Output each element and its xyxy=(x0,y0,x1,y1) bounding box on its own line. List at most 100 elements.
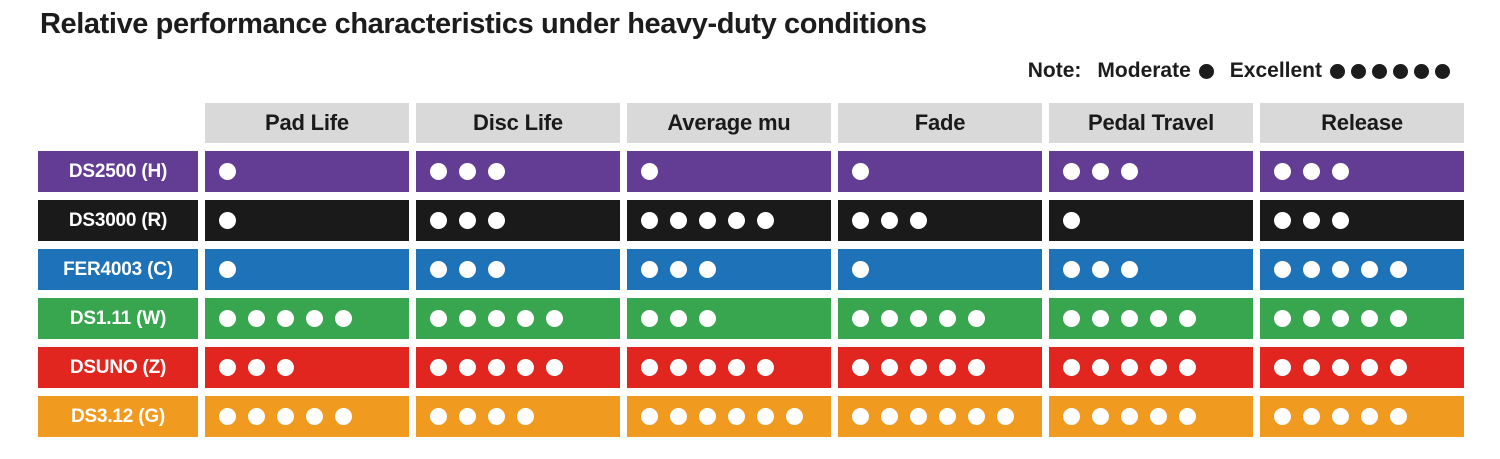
rating-dot-icon xyxy=(852,408,869,425)
rating-dot-icon xyxy=(459,261,476,278)
rating-cell xyxy=(416,200,620,241)
rating-cell xyxy=(838,298,1042,339)
rating-cell xyxy=(205,396,409,437)
excellent-dot-icon xyxy=(1393,63,1408,79)
moderate-dot-icon xyxy=(1198,63,1214,79)
rating-dot-icon xyxy=(641,212,658,229)
rating-dot-icon xyxy=(910,212,927,229)
rating-dot-icon xyxy=(219,359,236,376)
rating-dot-icon xyxy=(219,261,236,278)
rating-dot-icon xyxy=(641,408,658,425)
rating-dot-icon xyxy=(1274,261,1291,278)
rating-dot-icon xyxy=(852,163,869,180)
excellent-dot-icon xyxy=(1372,63,1387,79)
excellent-dot-icon xyxy=(1435,63,1450,79)
rating-dot-icon xyxy=(757,359,774,376)
rating-dot-icon xyxy=(517,310,534,327)
page-title: Relative performance characteristics und… xyxy=(40,8,927,40)
rating-cell xyxy=(416,347,620,388)
rating-dot-icon xyxy=(430,310,447,327)
column-header: Fade xyxy=(838,103,1042,143)
legend-excellent-dots xyxy=(1330,63,1450,79)
rating-dot-icon xyxy=(277,359,294,376)
rating-dot-icon xyxy=(248,359,265,376)
rating-dot-icon xyxy=(1303,163,1320,180)
rating-dot-icon xyxy=(852,212,869,229)
rating-dot-icon xyxy=(881,359,898,376)
rating-dot-icon xyxy=(459,359,476,376)
rating-dot-icon xyxy=(939,408,956,425)
rating-dot-icon xyxy=(277,408,294,425)
rating-dot-icon xyxy=(1274,163,1291,180)
rating-dot-icon xyxy=(1390,310,1407,327)
rating-dot-icon xyxy=(728,359,745,376)
rating-dot-icon xyxy=(699,359,716,376)
rating-cell xyxy=(627,249,831,290)
legend-moderate-label: Moderate xyxy=(1097,59,1191,82)
column-header: Release xyxy=(1260,103,1464,143)
rating-dot-icon xyxy=(1150,359,1167,376)
rating-dot-icon xyxy=(1179,359,1196,376)
rating-dot-icon xyxy=(335,408,352,425)
rating-dot-icon xyxy=(1063,359,1080,376)
rating-dot-icon xyxy=(1303,261,1320,278)
column-header: Pad Life xyxy=(205,103,409,143)
rating-dot-icon xyxy=(517,359,534,376)
rating-dot-icon xyxy=(881,310,898,327)
legend-moderate: Moderate xyxy=(1097,59,1214,83)
rating-dot-icon xyxy=(1063,163,1080,180)
rating-dot-icon xyxy=(1063,261,1080,278)
rating-dot-icon xyxy=(939,310,956,327)
rating-dot-icon xyxy=(1121,261,1138,278)
rating-dot-icon xyxy=(1361,359,1378,376)
rating-dot-icon xyxy=(1179,310,1196,327)
rating-dot-icon xyxy=(968,408,985,425)
rating-dot-icon xyxy=(881,212,898,229)
rating-dot-icon xyxy=(757,212,774,229)
excellent-dot-icon xyxy=(1414,63,1429,79)
rating-cell xyxy=(838,249,1042,290)
rating-dot-icon xyxy=(852,261,869,278)
rating-dot-icon xyxy=(641,261,658,278)
rating-dot-icon xyxy=(670,408,687,425)
rating-dot-icon xyxy=(306,310,323,327)
row-label: DS2500 (H) xyxy=(38,151,198,192)
legend-moderate-dots xyxy=(1198,63,1214,79)
rating-dot-icon xyxy=(488,163,505,180)
rating-dot-icon xyxy=(1063,310,1080,327)
rating-dot-icon xyxy=(1274,212,1291,229)
rating-dot-icon xyxy=(910,408,927,425)
rating-cell xyxy=(1260,249,1464,290)
rating-dot-icon xyxy=(1332,212,1349,229)
rating-dot-icon xyxy=(1063,212,1080,229)
rating-dot-icon xyxy=(430,359,447,376)
rating-cell xyxy=(1049,347,1253,388)
rating-cell xyxy=(205,347,409,388)
rating-dot-icon xyxy=(670,359,687,376)
rating-dot-icon xyxy=(910,359,927,376)
rating-dot-icon xyxy=(1303,408,1320,425)
rating-dot-icon xyxy=(517,408,534,425)
legend-note: Note: Moderate Excellent xyxy=(1028,59,1450,83)
rating-dot-icon xyxy=(1390,359,1407,376)
rating-dot-icon xyxy=(670,261,687,278)
rating-dot-icon xyxy=(459,163,476,180)
rating-dot-icon xyxy=(219,212,236,229)
rating-cell xyxy=(1049,151,1253,192)
rating-dot-icon xyxy=(699,310,716,327)
rating-dot-icon xyxy=(277,310,294,327)
rating-cell xyxy=(627,298,831,339)
rating-dot-icon xyxy=(968,359,985,376)
rating-dot-icon xyxy=(1361,261,1378,278)
rating-dot-icon xyxy=(1274,359,1291,376)
rating-dot-icon xyxy=(939,359,956,376)
rating-cell xyxy=(205,298,409,339)
rating-cell xyxy=(627,200,831,241)
rating-dot-icon xyxy=(1092,310,1109,327)
rating-dot-icon xyxy=(488,310,505,327)
rating-dot-icon xyxy=(728,408,745,425)
rating-dot-icon xyxy=(488,408,505,425)
rating-dot-icon xyxy=(699,212,716,229)
row-label: DS3.12 (G) xyxy=(38,396,198,437)
row-label: DS3000 (R) xyxy=(38,200,198,241)
